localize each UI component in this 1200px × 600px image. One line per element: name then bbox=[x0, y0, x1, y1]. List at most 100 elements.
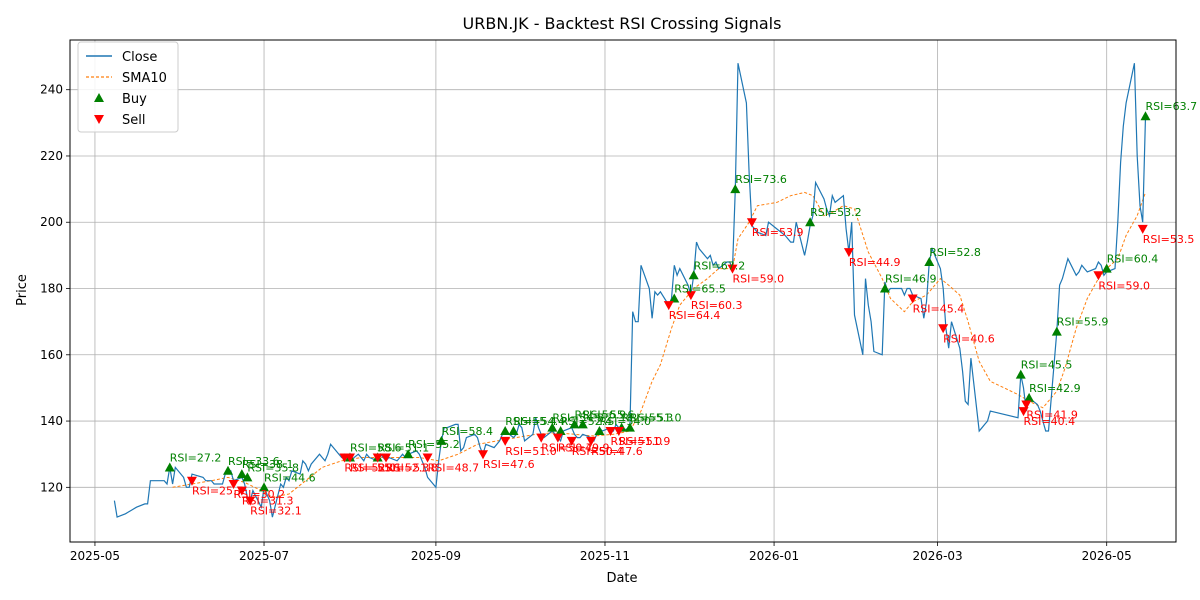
y-tick-label: 180 bbox=[40, 282, 63, 296]
sell-marker bbox=[186, 476, 197, 486]
buy-annotation: RSI=54.8 bbox=[552, 412, 604, 425]
sell-annotation: RSI=49.9 bbox=[558, 442, 610, 455]
buy-annotation: RSI=67.2 bbox=[694, 259, 746, 272]
y-tick-label: 120 bbox=[40, 480, 63, 494]
buy-marker bbox=[1024, 392, 1035, 402]
buy-marker bbox=[669, 293, 680, 303]
sell-annotation: RSI=41.9 bbox=[1026, 408, 1078, 421]
buy-annotation: RSI=55.9 bbox=[1057, 316, 1109, 329]
x-axis-ticks: 2025-05 2025-07 2025-09 2025-11 2026-01 2026-… bbox=[70, 542, 1132, 563]
y-axis-label: Price bbox=[15, 274, 30, 306]
buy-annotation: RSI=38.1 bbox=[242, 458, 294, 471]
sell-marker bbox=[372, 453, 383, 463]
sell-annotation: RSI=51.8 bbox=[386, 462, 438, 475]
sell-annotation: RSI=40.6 bbox=[943, 332, 995, 345]
sell-marker bbox=[1137, 224, 1148, 234]
sell-annotation: RSI=31.3 bbox=[242, 495, 294, 508]
buy-annotation: RSI=44.6 bbox=[264, 471, 316, 484]
legend-label: Buy bbox=[122, 92, 147, 107]
legend: Close SMA10 Buy Sell bbox=[77, 41, 179, 133]
sell-annotation: RSI=50.4 bbox=[572, 445, 624, 458]
buy-marker bbox=[924, 257, 935, 267]
buy-marker bbox=[436, 435, 447, 445]
sell-marker bbox=[663, 301, 674, 311]
buy-annotation: RSI=56.9 bbox=[574, 408, 626, 421]
buy-annotation: RSI=45.5 bbox=[1021, 359, 1073, 372]
sell-marker bbox=[843, 248, 854, 258]
sell-marker bbox=[566, 436, 577, 446]
y-tick-label: 240 bbox=[40, 83, 63, 97]
buy-marker bbox=[223, 465, 233, 475]
sell-marker bbox=[586, 436, 597, 446]
buy-marker bbox=[508, 425, 519, 435]
buy-annotation: RSI=53.2 bbox=[810, 206, 862, 219]
buy-marker bbox=[500, 425, 511, 435]
buy-marker bbox=[555, 425, 566, 435]
buy-marker bbox=[1101, 263, 1112, 273]
y-tick-label: 140 bbox=[40, 414, 63, 428]
rsi-annotations: RSI=27.2 RSI=33.6RSI=38.1RSI=35.8RSI=44.6… bbox=[170, 100, 1197, 517]
sell-annotation: RSI=32.1 bbox=[250, 505, 302, 518]
buy-annotation: RSI=55.6 bbox=[583, 408, 635, 421]
sell-marker bbox=[552, 433, 563, 443]
y-axis-ticks: 120 140 160 180 200 220 240 bbox=[40, 83, 70, 494]
buy-annotation: RSI=65.5 bbox=[674, 282, 726, 295]
buy-marker bbox=[594, 425, 605, 435]
sell-marker bbox=[907, 294, 918, 304]
buy-marker bbox=[164, 462, 175, 472]
sell-annotation: RSI=47.6 bbox=[591, 445, 643, 458]
buy-annotation: RSI=55.2 bbox=[408, 438, 460, 451]
sell-marker bbox=[613, 426, 624, 436]
sell-annotation: RSI=25.7 bbox=[192, 485, 244, 498]
y-tick-label: 220 bbox=[40, 149, 63, 163]
buy-marker bbox=[879, 283, 890, 293]
buy-marker bbox=[1015, 369, 1026, 379]
sell-annotation: RSI=60.3 bbox=[691, 299, 743, 312]
buy-annotation: RSI=54.4 bbox=[514, 415, 566, 428]
buy-annotation: RSI=42.9 bbox=[1029, 382, 1081, 395]
buy-annotation: RSI=63.7 bbox=[1146, 100, 1198, 113]
sell-marker bbox=[245, 496, 256, 506]
sell-annotation: RSI=59.0 bbox=[732, 273, 784, 286]
sma-series bbox=[172, 191, 1146, 498]
sell-annotation: RSI=53.9 bbox=[752, 226, 804, 239]
chart-title: URBN.JK - Backtest RSI Crossing Signals bbox=[463, 14, 782, 33]
legend-buy-swatch bbox=[94, 93, 104, 102]
buy-marker bbox=[403, 449, 414, 459]
x-tick-label: 2026-01 bbox=[749, 549, 799, 563]
sma10-line bbox=[172, 191, 1146, 498]
y-tick-label: 200 bbox=[40, 215, 63, 229]
sell-marker bbox=[236, 486, 247, 496]
buy-annotation: RSI=58.6 bbox=[350, 442, 402, 455]
x-axis-label: Date bbox=[606, 571, 637, 586]
x-tick-label: 2025-09 bbox=[411, 549, 461, 563]
sell-annotation: RSI=50.7 bbox=[541, 442, 593, 455]
buy-marker bbox=[577, 419, 588, 429]
buy-annotation: RSI=33.6 bbox=[228, 455, 280, 468]
sell-annotation: RSI=52.3 bbox=[378, 462, 430, 475]
buy-annotation: RSI=73.6 bbox=[735, 173, 787, 186]
buy-marker bbox=[1051, 326, 1062, 336]
sell-markers bbox=[186, 218, 1148, 506]
x-tick-label: 2026-05 bbox=[1082, 549, 1132, 563]
sell-annotation: RSI=30.2 bbox=[234, 488, 286, 501]
x-tick-label: 2025-05 bbox=[70, 549, 120, 563]
buy-marker bbox=[242, 472, 253, 482]
sell-annotation: RSI=44.9 bbox=[849, 256, 901, 269]
sell-marker bbox=[685, 291, 696, 301]
sell-annotation: RSI=40.4 bbox=[1024, 415, 1076, 428]
x-tick-label: 2025-11 bbox=[580, 549, 630, 563]
sell-annotation: RSI=47.6 bbox=[483, 458, 535, 471]
buy-annotation: RSI=51.0 bbox=[630, 412, 682, 425]
sell-marker bbox=[1093, 271, 1104, 281]
sell-marker bbox=[500, 436, 511, 446]
buy-annotation: RSI=35.8 bbox=[247, 461, 299, 474]
buy-annotation: RSI=27.2 bbox=[170, 451, 222, 464]
sell-annotation: RSI=52.0 bbox=[344, 462, 396, 475]
buy-marker bbox=[730, 184, 741, 194]
buy-annotation: RSI=55.4 bbox=[505, 415, 557, 428]
buy-marker bbox=[547, 422, 558, 432]
sell-annotation: RSI=51.0 bbox=[505, 445, 557, 458]
sell-marker bbox=[1021, 400, 1032, 410]
